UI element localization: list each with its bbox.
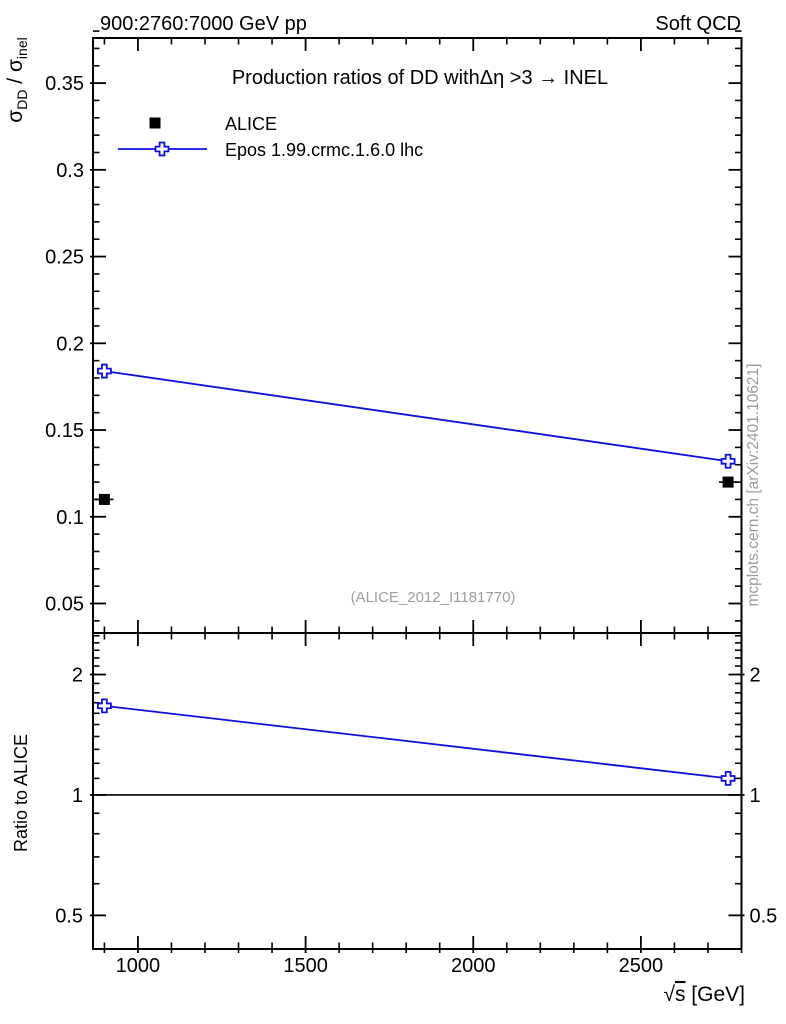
sigma-subscript-dd: DD [14,90,30,110]
sigma-symbol: σ [4,59,27,72]
legend-epos-marker-cross [154,141,170,157]
x-tick-label: 2500 [619,955,664,977]
main-y-axis-title: σDD / σinel [4,37,30,122]
ratio-y-tick-label-left: 2 [72,665,83,687]
legend: ALICE Epos 1.99.crmc.1.6.0 lhc [118,114,423,160]
legend-alice-marker-square [149,117,161,129]
ratio-y-tick-label-right: 0.5 [750,905,778,927]
alice-point-main [98,493,110,505]
epos-point-ratio [97,698,112,714]
sigma-subscript-inel: inel [14,37,30,59]
analysis-watermark: (ALICE_2012_I1181770) [351,589,516,606]
epos-line-ratio [104,704,729,780]
sqrt-s: s [675,983,686,1006]
ratio-y-tick-label-left: 0.5 [55,905,83,927]
main-y-tick-label: 0.2 [56,333,84,355]
main-y-tick-label: 0.05 [45,594,84,616]
main-y-tick-label: 0.35 [45,73,84,95]
alice-point-main [722,476,734,488]
ratio-panel-frame [92,632,743,950]
legend-epos-cross [154,141,170,157]
plot-title: Production ratios of DD withΔη >3 → INEL [232,67,608,89]
ratio-y-tick-label-right: 2 [750,665,761,687]
epos-point-main [720,453,736,469]
epos-point-main [97,363,112,379]
sigma-symbol: σ [4,110,27,123]
mcplots-citation: mcplots.cern.ch [arXiv:2401.10621] [745,364,762,607]
x-tick-label: 1000 [116,955,161,977]
main-y-tick-label: 0.3 [56,160,84,182]
legend-label-epos: Epos 1.99.crmc.1.6.0 lhc [225,140,423,160]
ratio-y-tick-label-right: 1 [750,785,761,807]
main-y-tick-label: 0.1 [56,507,84,529]
header-beam-energies: 900:2760:7000 GeV pp [100,13,307,35]
chart-layer: 1000 1500 2000 2500 0.05 0.1 0.15 0.2 0.25 0.3 0.3… [45,30,778,977]
header-process-group: Soft QCD [655,13,741,35]
legend-label-alice: ALICE [225,114,277,134]
main-y-tick-label: 0.15 [45,420,84,442]
main-panel-frame [92,37,743,634]
sqrt-symbol: √ [663,983,675,1006]
x-axis-unit: [GeV] [685,983,745,1006]
ratio-y-axis-title: Ratio to ALICE [11,734,31,852]
ratio-y-tick-label-left: 1 [72,785,83,807]
epos-point-ratio [720,770,736,786]
divider-slash: / [4,72,27,90]
epos-line-main [104,370,729,463]
x-axis-title: √s [GeV] [663,983,745,1006]
main-y-tick-label: 0.25 [45,247,84,269]
x-tick-label: 1500 [283,955,328,977]
x-tick-label: 2000 [451,955,496,977]
